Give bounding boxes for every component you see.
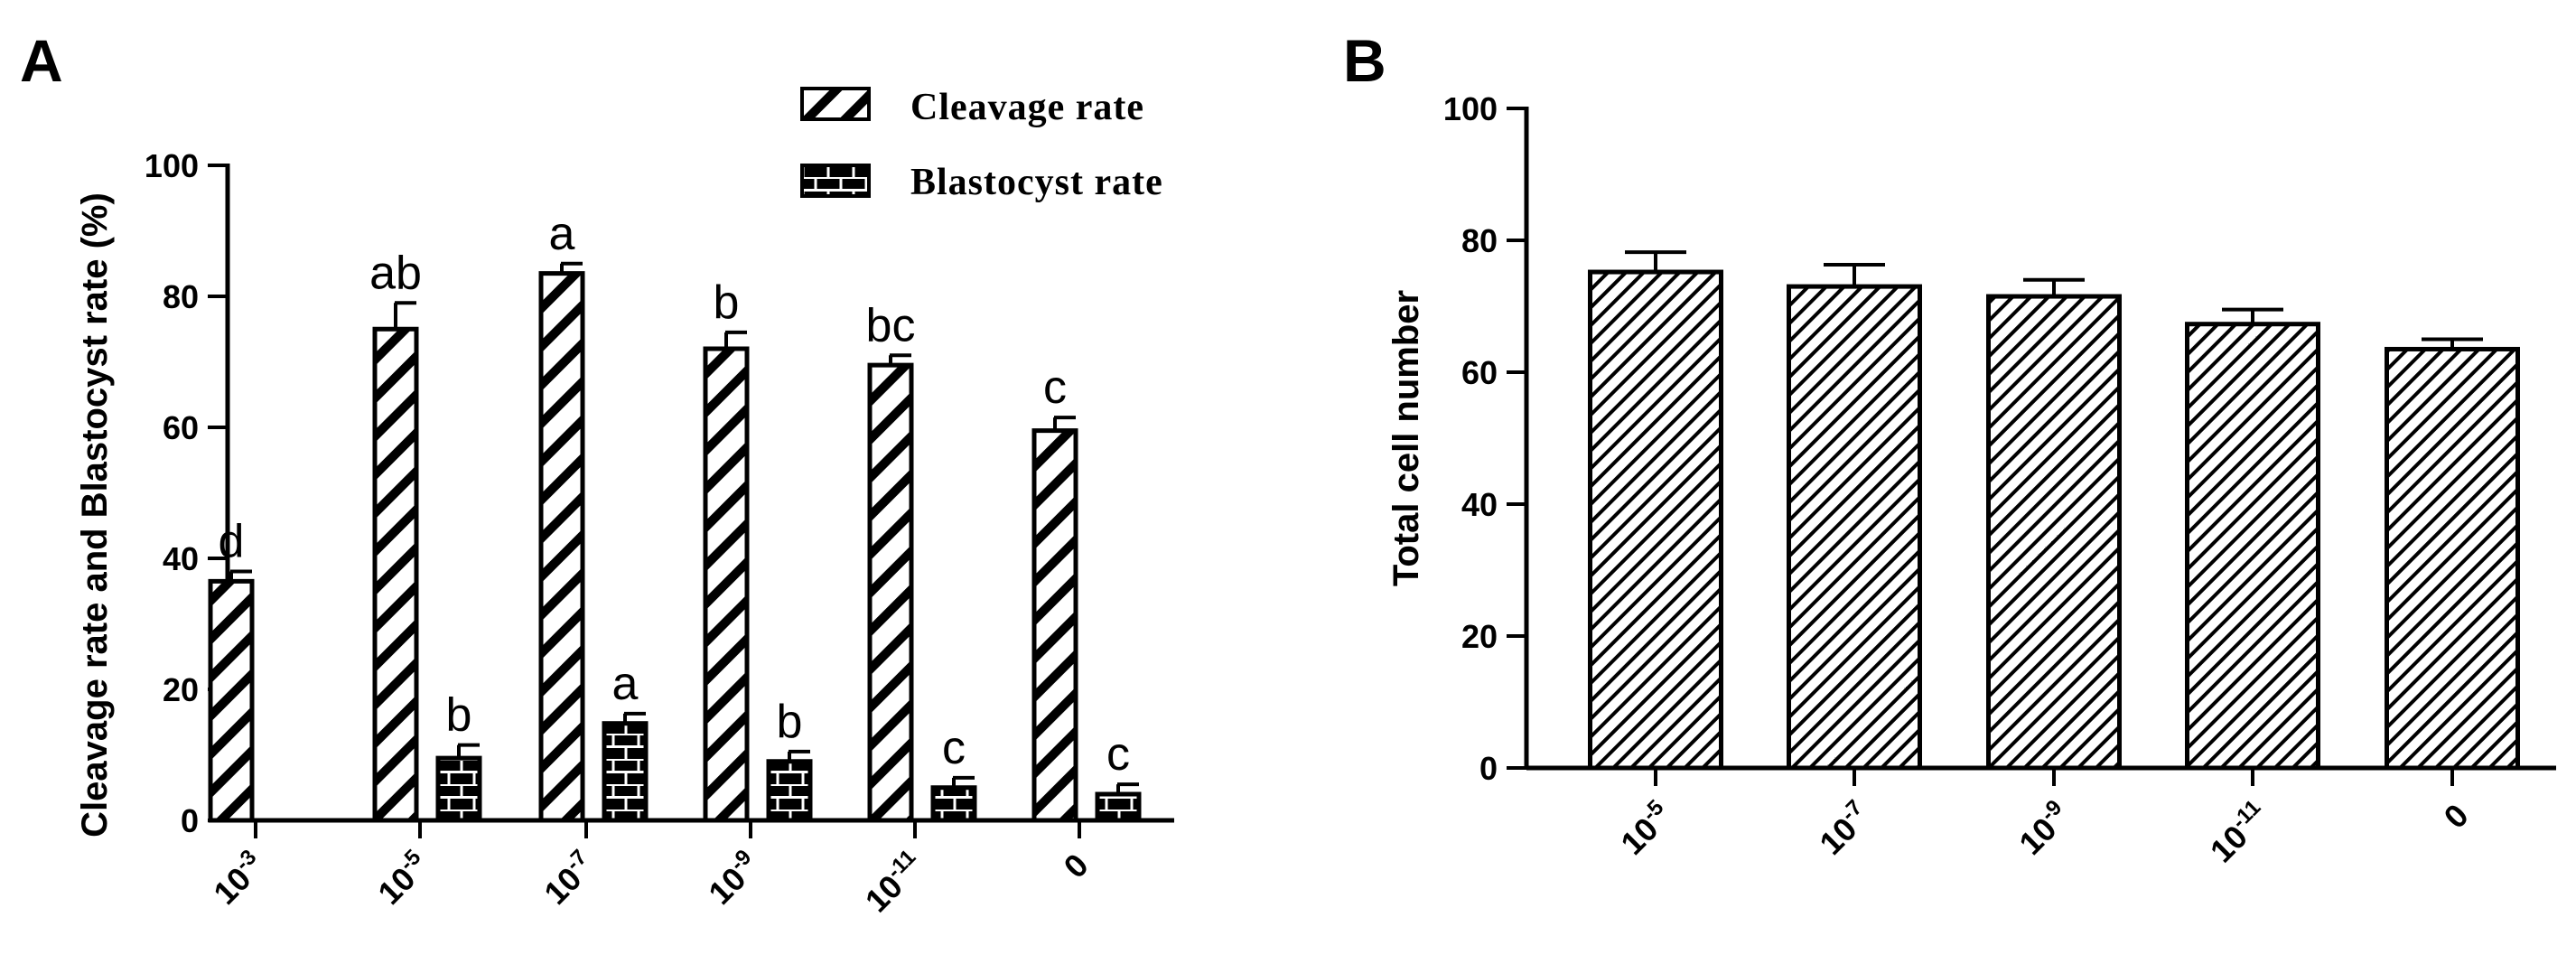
y-tick-label: 40 — [1461, 486, 1498, 523]
y-tick-label: 20 — [163, 671, 199, 708]
panel-b-y-axis-label: Total cell number — [1386, 290, 1426, 586]
bar-blastocyst — [602, 721, 649, 823]
panel-b-letter: B — [1343, 27, 1386, 94]
x-tick-label: 10-7 — [536, 845, 602, 912]
bar-blastocyst — [435, 755, 482, 823]
y-tick-label: 60 — [1461, 354, 1498, 391]
panel-a-y-axis-label: Cleavage rate and Blastocyst rate (%) — [75, 192, 115, 838]
x-tick-label: 10-5 — [1612, 795, 1679, 862]
x-tick-label: 10-11 — [856, 845, 930, 919]
x-tick-label: 10-5 — [369, 845, 436, 912]
x-tick-label: 10-9 — [700, 845, 767, 912]
panel-b-plot: 0 20 40 60 80 100 10-5 10-7 10-9 10-11 0 — [1443, 90, 2556, 870]
panel-a-plot: 0 20 40 60 80 100 10-3 d 10-5 ab b 10-7 a a 10-9 b b 10-1… — [145, 147, 1174, 920]
y-tick-label: 0 — [181, 802, 199, 839]
y-tick-label: 100 — [145, 147, 199, 184]
x-tick-label: 10-11 — [2201, 795, 2275, 869]
legend-label-cleavage: Cleavage rate — [910, 87, 1144, 128]
sig-letter-blastocyst: a — [612, 658, 639, 710]
sig-letter-cleavage: d — [219, 516, 245, 568]
y-tick-label: 60 — [163, 409, 199, 446]
sig-letter-cleavage: ab — [369, 247, 422, 299]
sig-letter-blastocyst: c — [942, 722, 966, 774]
y-tick-label: 80 — [163, 278, 199, 315]
sig-letter-cleavage: c — [1043, 361, 1067, 414]
sig-letter-blastocyst: c — [1106, 728, 1130, 781]
x-tick-label: 10-7 — [1811, 795, 1878, 862]
bar-cleavage — [1031, 428, 1078, 823]
bar-total-cell — [1986, 294, 2122, 771]
sig-letter-blastocyst: b — [446, 689, 472, 742]
bar-cleavage — [372, 326, 419, 823]
x-tick-label: 10-9 — [2011, 795, 2077, 862]
sig-letter-cleavage: bc — [866, 299, 916, 351]
y-tick-label: 20 — [1461, 618, 1498, 655]
bar-total-cell — [1787, 284, 1922, 771]
x-tick-label: 0 — [2437, 797, 2476, 836]
bar-blastocyst — [1095, 791, 1142, 823]
sig-letter-cleavage: a — [549, 208, 575, 260]
y-tick-label: 100 — [1443, 90, 1498, 127]
legend-label-blastocyst: Blastocyst rate — [910, 162, 1163, 203]
bar-cleavage — [538, 271, 585, 823]
bar-cleavage — [208, 578, 255, 823]
bar-cleavage — [867, 362, 914, 823]
bar-cleavage — [703, 346, 750, 823]
bar-blastocyst — [930, 785, 977, 823]
sig-letter-blastocyst: b — [777, 696, 803, 748]
y-tick-label: 80 — [1461, 222, 1498, 259]
bar-total-cell — [1588, 269, 1723, 771]
x-tick-label: 0 — [1057, 847, 1096, 885]
bar-total-cell — [2385, 346, 2520, 771]
panel-a-letter: A — [20, 27, 63, 94]
bar-blastocyst — [766, 759, 813, 823]
bar-total-cell — [2185, 322, 2320, 771]
y-tick-label: 40 — [163, 540, 199, 577]
legend-swatch-blastocyst — [800, 164, 871, 198]
x-tick-label: 10-3 — [205, 845, 272, 912]
legend-swatch-cleavage — [800, 87, 871, 121]
legend: Cleavage rate Blastocyst rate — [800, 87, 1163, 203]
y-tick-label: 0 — [1479, 750, 1498, 787]
sig-letter-cleavage: b — [714, 276, 740, 329]
